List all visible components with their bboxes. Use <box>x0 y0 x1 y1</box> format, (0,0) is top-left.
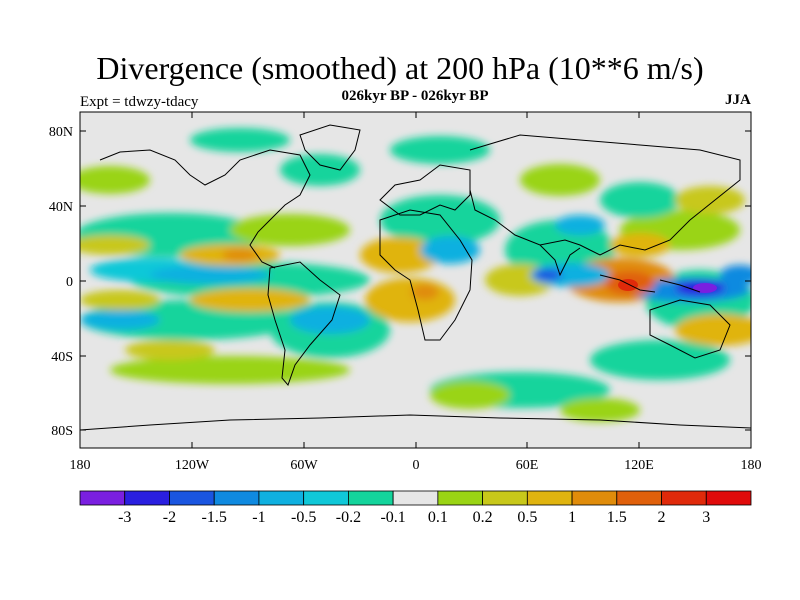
lon-label-180e: 180 <box>741 458 762 473</box>
lon-label-0: 0 <box>413 458 420 473</box>
colorbar-label: 1.5 <box>607 509 627 526</box>
colorbar-swatch <box>79 490 126 506</box>
lon-label-60e: 60E <box>516 458 539 473</box>
colorbar-swatch <box>392 490 439 506</box>
colorbar-swatch <box>705 490 752 506</box>
colorbar-label: 0.2 <box>473 509 493 526</box>
lon-label-120w: 120W <box>175 458 210 473</box>
colorbar-swatch <box>303 490 349 506</box>
lon-label-180w: 180 <box>70 458 91 473</box>
lat-label-80s: 80S <box>51 424 73 439</box>
lon-label-60w: 60W <box>290 458 318 473</box>
coastlines <box>80 124 751 431</box>
lat-label-eq: 0 <box>66 275 73 290</box>
colorbar: -3 -2 -1.5 -1 -0.5 -0.2 -0.1 0.1 0.2 0.5 1 1.5 2 3 <box>79 490 752 526</box>
colorbar-swatch <box>616 490 662 506</box>
colorbar-label: 0.1 <box>428 509 448 526</box>
season-label: JJA <box>725 92 751 108</box>
lat-label-40s: 40S <box>51 350 73 365</box>
colorbar-swatch <box>258 490 305 506</box>
colorbar-swatch <box>437 490 484 506</box>
colorbar-label: -3 <box>118 509 131 526</box>
colorbar-swatch <box>169 490 215 506</box>
colorbar-swatch <box>526 490 573 506</box>
subtitle: 026kyr BP - 026kyr BP <box>341 88 489 104</box>
lon-tick-marks <box>79 112 752 448</box>
colorbar-label: -2 <box>163 509 176 526</box>
colorbar-swatch <box>571 490 618 506</box>
experiment-label: Expt = tdwzy-tdacy <box>80 94 199 110</box>
lat-tick-marks <box>80 130 751 431</box>
lat-label-40n: 40N <box>49 200 73 215</box>
divergence-field <box>80 128 751 422</box>
colorbar-swatch <box>347 490 394 506</box>
colorbar-label: -1 <box>252 509 265 526</box>
lon-label-120e: 120E <box>624 458 654 473</box>
colorbar-label: -0.1 <box>380 509 405 526</box>
colorbar-label: -1.5 <box>202 509 227 526</box>
colorbar-label: 2 <box>658 509 666 526</box>
colorbar-swatch <box>124 490 170 506</box>
colorbar-label: -0.5 <box>291 509 316 526</box>
page-title: Divergence (smoothed) at 200 hPa (10**6 … <box>96 50 704 86</box>
colorbar-label: -0.2 <box>336 509 361 526</box>
colorbar-swatch <box>661 490 707 506</box>
colorbar-swatch <box>482 490 528 506</box>
colorbar-swatch <box>213 490 260 506</box>
colorbar-label: 3 <box>702 509 710 526</box>
colorbar-label: 0.5 <box>517 509 537 526</box>
colorbar-label: 1 <box>568 509 576 526</box>
lat-label-80n: 80N <box>49 125 73 140</box>
